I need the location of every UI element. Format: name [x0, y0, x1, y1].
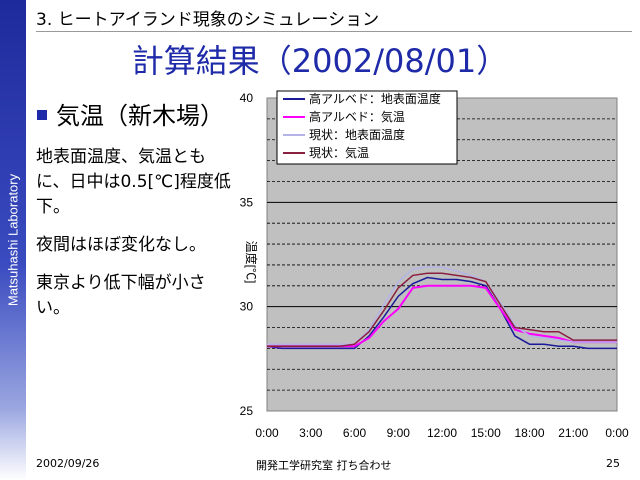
- sidebar-band: Matsuhashi Laboratory: [0, 0, 26, 480]
- bullet-square-icon: [37, 110, 47, 120]
- body-paragraph-1: 地表面温度、気温ともに、日中は0.5[℃]程度低下。: [36, 147, 231, 217]
- y-axis-label: 温度[℃]: [244, 241, 259, 284]
- slide-title: 計算結果（2002/08/01）: [131, 42, 509, 80]
- x-axis-ticks: 0:00 3:00 6:00 9:00 12:00 15:00 18:00 21:00 0:00: [255, 426, 629, 440]
- y-tick-label: 35: [240, 195, 254, 209]
- footer-date: 2002/09/26: [36, 457, 100, 470]
- legend-label: 高アルベド：地表面温度: [309, 91, 441, 106]
- page-number: 25: [606, 457, 620, 470]
- x-tick-label: 21:00: [558, 426, 588, 440]
- x-tick-label: 12:00: [427, 426, 457, 440]
- header-divider: [36, 31, 632, 32]
- legend-label: 高アルベド：気温: [309, 109, 405, 124]
- series-line-3: [267, 266, 617, 345]
- x-tick-label: 15:00: [471, 426, 501, 440]
- footer-meeting-title: 開発工学研究室 打ち合わせ: [256, 459, 392, 472]
- x-tick-label: 0:00: [605, 426, 629, 440]
- series-line-4: [267, 272, 617, 348]
- x-tick-label: 6:00: [343, 426, 367, 440]
- x-tick-label: 9:00: [387, 426, 411, 440]
- body-paragraph-3: 東京より低下幅が小さい。: [36, 273, 206, 318]
- y-tick-label: 40: [240, 91, 254, 105]
- legend-label: 現状：地表面温度: [309, 127, 405, 142]
- y-axis-ticks: 25 30 35 40: [240, 91, 254, 418]
- y-tick-label: 25: [240, 404, 254, 418]
- y-tick-label: 30: [240, 300, 254, 314]
- x-tick-label: 3:00: [299, 426, 323, 440]
- legend-box: [276, 90, 458, 165]
- bullet-heading: 気温（新木場）: [56, 102, 224, 130]
- series-lines: [266, 266, 617, 350]
- body-paragraph-2: 夜間はほぼ変化なし。: [36, 235, 206, 255]
- x-tick-label: 18:00: [514, 426, 544, 440]
- section-header: 3. ヒートアイランド現象のシミュレーション: [36, 10, 380, 30]
- series-line-1: [266, 276, 617, 350]
- legend-label: 現状：気温: [309, 145, 369, 160]
- x-tick-label: 0:00: [255, 426, 279, 440]
